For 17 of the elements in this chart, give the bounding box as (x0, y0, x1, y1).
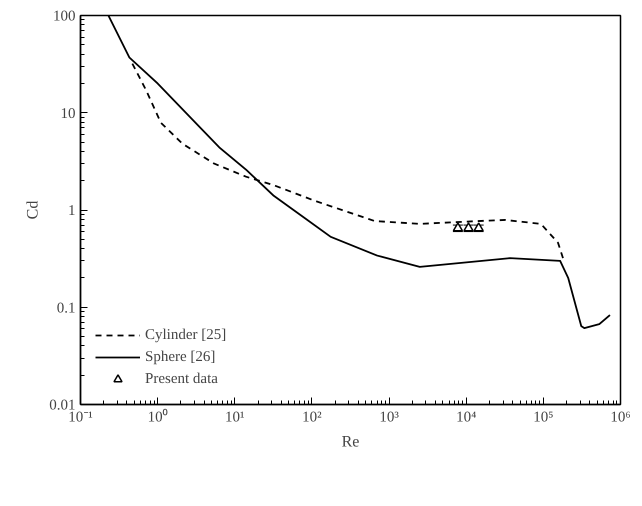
x-tick-label: 10² (302, 410, 322, 426)
x-tick-label: 10⁴ (456, 410, 476, 426)
y-tick-label: 0.1 (56, 300, 76, 316)
legend-label: Sphere [26] (145, 348, 216, 366)
y-tick-label: 1 (68, 203, 76, 219)
y-tick-label: 10 (60, 106, 76, 122)
x-tick-label: 10⁰ (148, 408, 168, 426)
x-axis-title: Re (342, 434, 360, 450)
x-tick-label: 10³ (379, 410, 400, 426)
x-tick-label: 10¹ (225, 410, 245, 426)
legend-label: Present data (145, 370, 218, 388)
x-tick-label: 10⁻¹ (68, 410, 93, 426)
x-tick-label: 10⁵ (533, 410, 554, 426)
y-tick-label: 100 (53, 8, 76, 24)
y-axis-title: Cd (24, 200, 42, 220)
x-tick-label: 10⁶ (610, 410, 631, 426)
legend-label: Cylinder [25] (145, 326, 226, 344)
